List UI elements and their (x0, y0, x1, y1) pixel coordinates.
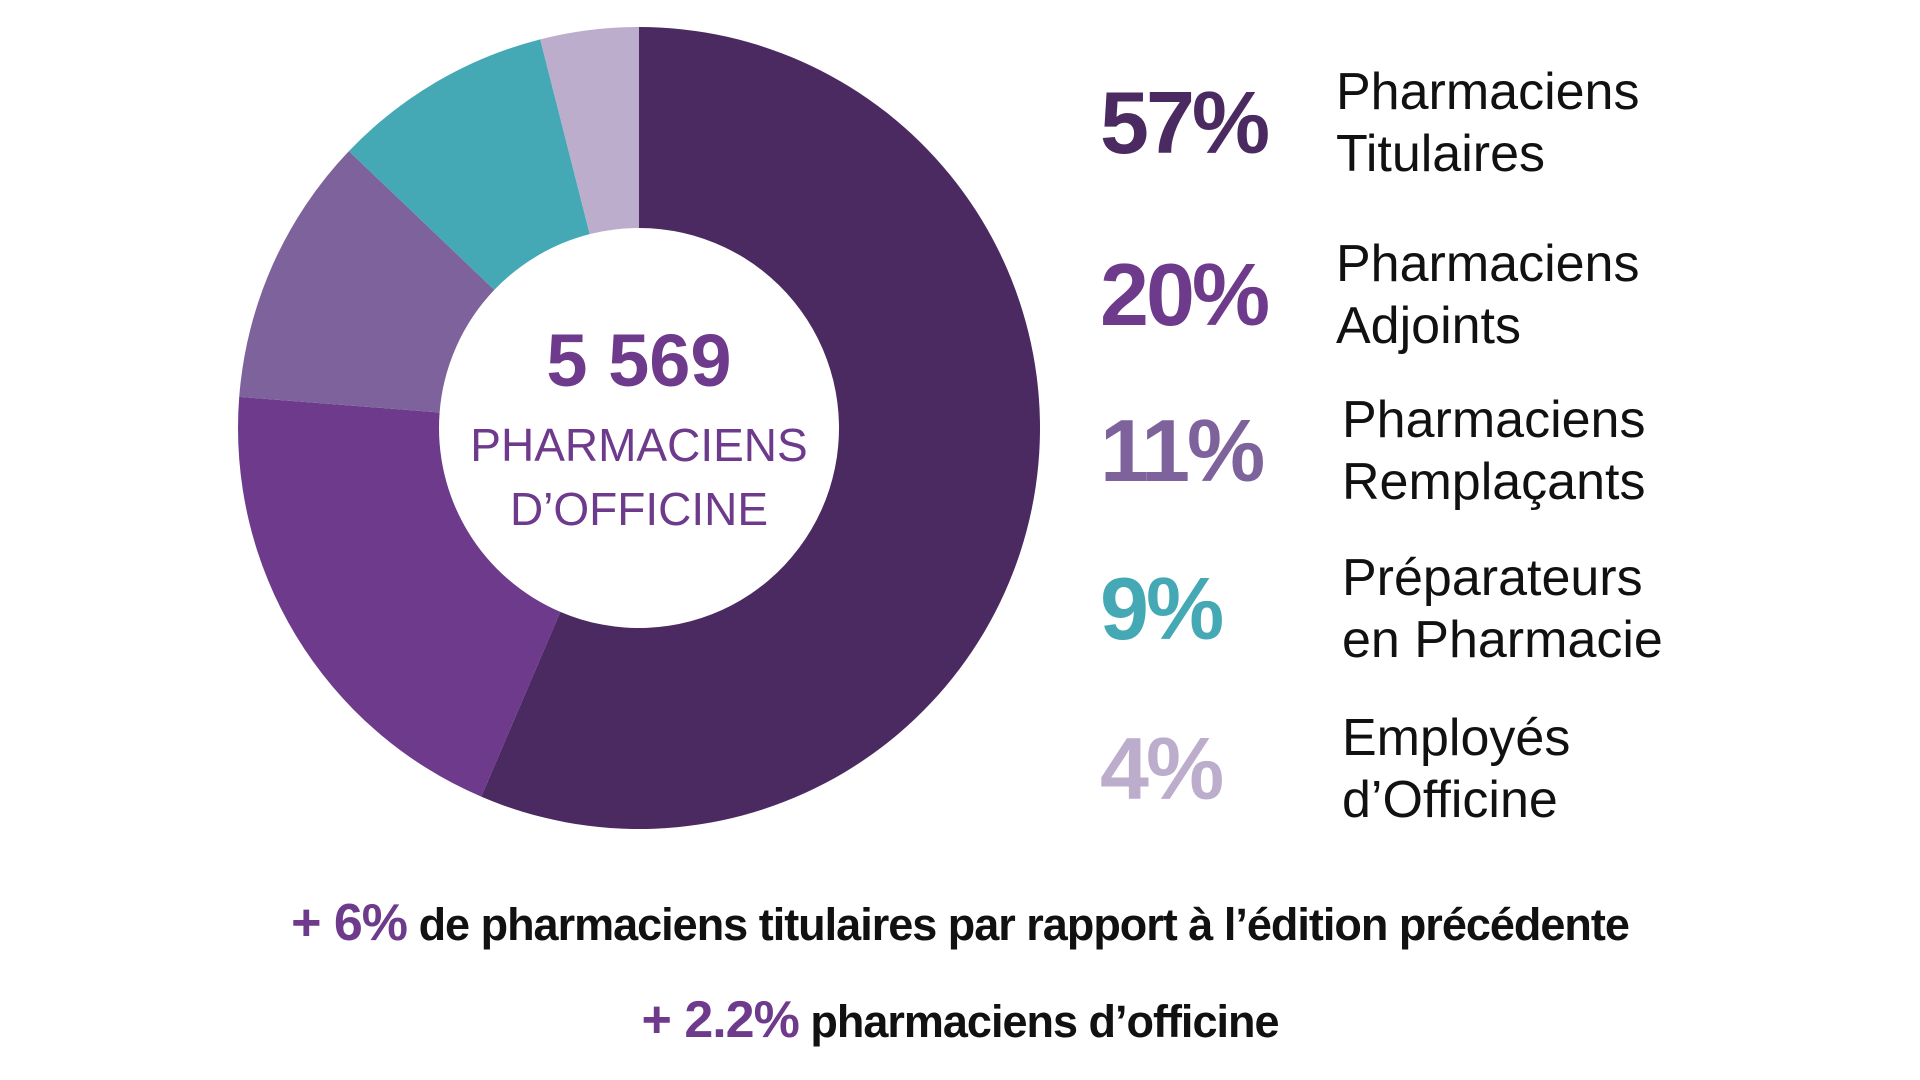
footer-text-2: pharmaciens d’officine (810, 996, 1279, 1047)
center-label-line-2: D’OFFICINE (509, 483, 769, 535)
legend-label-line: Pharmaciens (1336, 235, 1640, 293)
legend-label: Pharmaciens Titulaires (1336, 61, 1639, 185)
legend-label-line: Pharmaciens (1336, 63, 1640, 121)
footer-line-1: + 6% de pharmaciens titulaires par rappo… (0, 893, 1920, 953)
legend-label-line: Préparateurs (1342, 549, 1643, 607)
donut-slice-3 (239, 151, 495, 413)
donut-slice-2 (237, 396, 561, 797)
donut-slice-4 (348, 39, 590, 290)
legend-label: Pharmaciens Remplaçants (1342, 389, 1645, 513)
legend-label-line: Remplaçants (1342, 453, 1646, 511)
center-total: 5 569 (546, 319, 732, 402)
footer-line-2: + 2.2% pharmaciens d’officine (0, 990, 1920, 1050)
legend-label: Pharmaciens Adjoints (1336, 233, 1639, 357)
legend-label-line: en Pharmacie (1342, 611, 1663, 669)
footer-text-1: de pharmaciens titulaires par rapport à … (418, 899, 1630, 950)
legend-label-line: d’Officine (1342, 771, 1558, 829)
legend-percent: 20% (1100, 245, 1270, 344)
legend-label: Employés d’Officine (1342, 707, 1570, 831)
legend-label-line: Employés (1342, 709, 1571, 767)
legend-percent: 4% (1100, 719, 1224, 818)
legend-label-line: Titulaires (1336, 125, 1546, 183)
center-label-line-1: PHARMACIENS (470, 419, 808, 471)
legend-label-line: Pharmaciens (1342, 391, 1646, 449)
donut-slice-1 (481, 27, 1040, 829)
legend-percent: 11% (1100, 401, 1265, 500)
legend-label-line: Adjoints (1336, 297, 1521, 355)
legend-label: Préparateurs en Pharmacie (1342, 547, 1663, 671)
footer-highlight-1: + 6% (291, 894, 408, 952)
donut-slice-5 (540, 27, 639, 235)
legend-percent: 9% (1100, 559, 1224, 658)
legend-percent: 57% (1100, 73, 1270, 172)
footer-highlight-2: + 2.2% (641, 991, 800, 1049)
